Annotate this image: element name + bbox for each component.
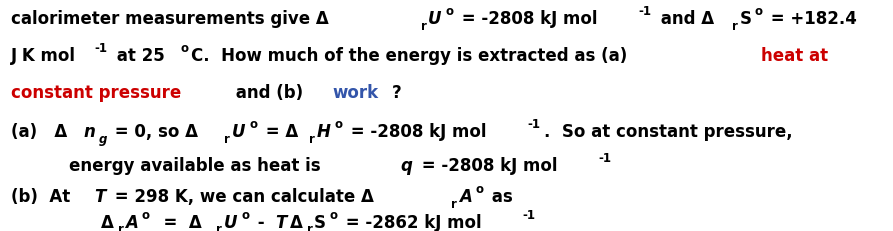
Text: r: r <box>731 20 738 33</box>
Text: (a)   Δ: (a) Δ <box>11 123 67 141</box>
Text: -: - <box>252 213 270 231</box>
Text: calorimeter measurements give Δ: calorimeter measurements give Δ <box>11 10 329 28</box>
Text: T: T <box>95 188 106 206</box>
Text: (b)  At: (b) At <box>11 188 76 206</box>
Text: T: T <box>275 213 287 231</box>
Text: o: o <box>249 119 257 131</box>
Text: q: q <box>401 157 413 175</box>
Text: work: work <box>332 84 379 102</box>
Text: S: S <box>739 10 751 28</box>
Text: at 25: at 25 <box>112 47 165 65</box>
Text: o: o <box>241 209 249 222</box>
Text: r: r <box>306 223 313 231</box>
Text: o: o <box>330 209 338 222</box>
Text: o: o <box>475 183 483 196</box>
Text: = Δ: = Δ <box>260 123 298 141</box>
Text: heat at: heat at <box>762 47 829 65</box>
Text: Δ: Δ <box>101 213 113 231</box>
Text: -1: -1 <box>95 42 107 55</box>
Text: = -2808 kJ mol: = -2808 kJ mol <box>416 157 558 175</box>
Text: o: o <box>755 5 763 18</box>
Text: r: r <box>309 133 315 146</box>
Text: U: U <box>429 10 442 28</box>
Text: -1: -1 <box>522 209 536 222</box>
Text: o: o <box>334 119 342 131</box>
Text: = -2862 kJ mol: = -2862 kJ mol <box>340 213 481 231</box>
Text: H: H <box>316 123 330 141</box>
Text: energy available as heat is: energy available as heat is <box>69 157 326 175</box>
Text: ?: ? <box>392 84 402 102</box>
Text: = -2808 kJ mol: = -2808 kJ mol <box>456 10 597 28</box>
Text: J K mol: J K mol <box>11 47 76 65</box>
Text: A: A <box>125 213 138 231</box>
Text: =  Δ: = Δ <box>152 213 202 231</box>
Text: o: o <box>446 5 454 18</box>
Text: constant pressure: constant pressure <box>11 84 181 102</box>
Text: = +182.4: = +182.4 <box>765 10 857 28</box>
Text: as: as <box>486 188 513 206</box>
Text: o: o <box>180 42 188 55</box>
Text: -1: -1 <box>528 119 540 131</box>
Text: .  So at constant pressure,: . So at constant pressure, <box>544 123 793 141</box>
Text: = 0, so Δ: = 0, so Δ <box>110 123 198 141</box>
Text: r: r <box>224 133 230 146</box>
Text: -1: -1 <box>638 5 652 18</box>
Text: n: n <box>83 123 96 141</box>
Text: = 298 K, we can calculate Δ: = 298 K, we can calculate Δ <box>109 188 374 206</box>
Text: Δ: Δ <box>290 213 303 231</box>
Text: o: o <box>142 209 150 222</box>
Text: and Δ: and Δ <box>655 10 714 28</box>
Text: = -2808 kJ mol: = -2808 kJ mol <box>345 123 487 141</box>
Text: and (b): and (b) <box>230 84 309 102</box>
Text: U: U <box>224 213 238 231</box>
Text: r: r <box>421 20 427 33</box>
Text: r: r <box>118 223 123 231</box>
Text: g: g <box>98 133 107 146</box>
Text: S: S <box>314 213 326 231</box>
Text: A: A <box>459 188 472 206</box>
Text: -1: -1 <box>599 152 612 165</box>
Text: U: U <box>232 123 246 141</box>
Text: r: r <box>451 198 457 210</box>
Text: r: r <box>216 223 222 231</box>
Text: C.  How much of the energy is extracted as (a): C. How much of the energy is extracted a… <box>191 47 633 65</box>
